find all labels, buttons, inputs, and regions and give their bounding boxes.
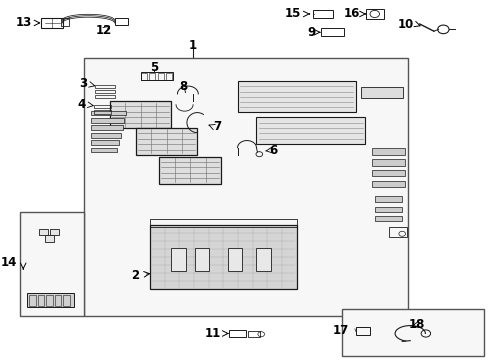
Bar (91, 140, 119, 145)
Bar (95, 95, 115, 98)
Bar (61, 18, 69, 26)
Text: 13: 13 (16, 17, 32, 30)
Bar (50, 229, 59, 235)
Bar (38, 296, 44, 306)
Text: 16: 16 (344, 8, 360, 21)
Bar (320, 28, 343, 36)
Bar (247, 331, 260, 337)
Bar (27, 293, 74, 307)
Text: 6: 6 (269, 144, 277, 157)
Bar (372, 181, 404, 187)
Bar (166, 73, 172, 80)
Bar (91, 133, 121, 138)
Bar (227, 248, 242, 271)
Bar (94, 104, 111, 108)
Bar (91, 148, 117, 152)
Text: 14: 14 (1, 256, 18, 269)
Bar (95, 85, 115, 88)
Text: 2: 2 (131, 269, 139, 282)
Bar (372, 170, 404, 176)
Bar (95, 90, 115, 93)
Bar (63, 296, 69, 306)
Bar (195, 248, 209, 271)
Text: 10: 10 (397, 18, 413, 31)
Text: 12: 12 (95, 24, 112, 37)
Bar (360, 87, 402, 98)
Text: 11: 11 (204, 327, 221, 340)
Bar (150, 225, 296, 289)
Bar (110, 101, 171, 128)
Bar (159, 157, 221, 184)
Bar (45, 235, 54, 242)
Bar (150, 220, 296, 226)
Bar (91, 118, 124, 123)
Text: 7: 7 (212, 121, 221, 134)
Text: 9: 9 (307, 26, 315, 39)
Bar (228, 330, 245, 337)
Bar (141, 73, 146, 80)
Bar (372, 159, 404, 166)
Bar (341, 309, 483, 356)
Text: 3: 3 (79, 77, 87, 90)
Bar (29, 296, 36, 306)
Bar (158, 73, 163, 80)
Text: 18: 18 (407, 318, 424, 331)
Bar (237, 81, 355, 112)
Bar (374, 216, 401, 221)
Text: 15: 15 (285, 8, 301, 21)
Text: 4: 4 (78, 98, 86, 111)
Bar (374, 207, 401, 212)
Bar (171, 248, 185, 271)
Bar (136, 128, 197, 155)
Bar (46, 296, 52, 306)
Bar (20, 212, 83, 316)
Bar (372, 148, 404, 155)
Bar (39, 229, 48, 235)
Bar (115, 18, 128, 25)
Bar (55, 296, 61, 306)
Bar (256, 117, 365, 144)
Text: 8: 8 (179, 80, 187, 93)
Bar (365, 9, 383, 19)
Bar (91, 111, 126, 116)
Bar (41, 18, 63, 28)
Bar (83, 58, 407, 316)
Text: 5: 5 (149, 61, 158, 74)
Bar (141, 72, 173, 80)
Text: 1: 1 (188, 39, 196, 52)
Bar (374, 197, 401, 202)
Text: 17: 17 (332, 324, 348, 337)
Bar (256, 248, 270, 271)
Bar (355, 327, 369, 334)
Bar (388, 227, 407, 237)
Bar (149, 73, 155, 80)
Bar (91, 125, 122, 130)
Bar (312, 10, 332, 18)
Bar (94, 110, 111, 114)
